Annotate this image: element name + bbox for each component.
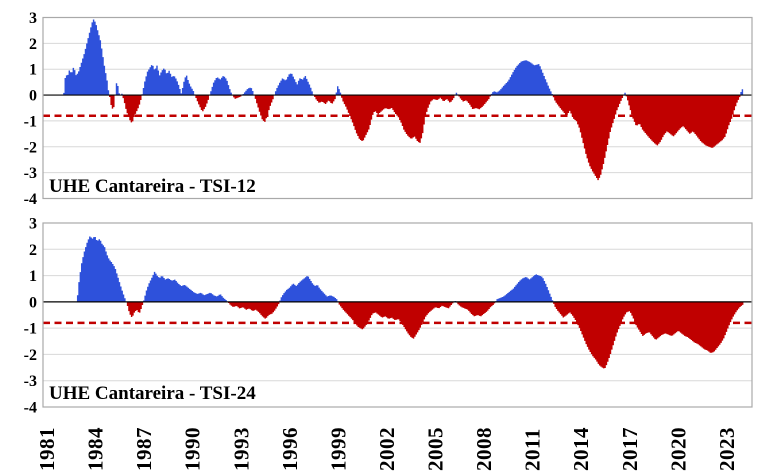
- y-axis-tick-label: -3: [24, 373, 37, 390]
- x-axis-tick-label: 2011: [521, 428, 545, 471]
- x-axis-tick-label: 1996: [278, 427, 302, 471]
- x-axis-tick-label: 2020: [666, 427, 690, 471]
- y-axis-tick-label: -4: [24, 400, 37, 417]
- y-axis-tick-label: -4: [24, 191, 37, 208]
- chart-title-tsi24: UHE Cantareira - TSI-24: [49, 383, 256, 404]
- positive-bars-tsi-12: [63, 19, 744, 96]
- y-axis-tick-label: -3: [24, 165, 37, 182]
- x-axis-tick-label: 1993: [229, 427, 253, 471]
- x-axis-tick-label: 2008: [472, 427, 496, 471]
- y-axis-tick-label: -2: [24, 139, 37, 156]
- y-axis-tick-label: 0: [29, 88, 37, 105]
- x-axis-tick-label: 1990: [181, 427, 205, 471]
- negative-bars-tsi-12: [109, 95, 741, 181]
- x-axis-tick-label: 2023: [715, 427, 739, 471]
- y-axis-tick-label: 3: [29, 10, 37, 27]
- negative-bars-tsi-24: [126, 301, 744, 369]
- y-axis-tick-label: -2: [24, 347, 37, 364]
- plot-border: [42, 16, 753, 200]
- y-axis-tick-label: 3: [29, 216, 37, 233]
- plot-border: [42, 222, 753, 408]
- y-axis-tick-label: 2: [29, 36, 37, 53]
- chart-title-tsi12: UHE Cantareira - TSI-12: [49, 176, 256, 197]
- x-axis-tick-label: 2005: [424, 427, 448, 471]
- x-axis-tick-label: 1984: [84, 427, 108, 471]
- x-axis-tick-label: 1987: [132, 427, 156, 471]
- y-axis-tick-label: 1: [29, 268, 37, 285]
- y-axis-tick-label: 2: [29, 242, 37, 259]
- x-axis-tick-label: 2014: [569, 427, 593, 471]
- x-axis-tick-label: 1999: [326, 427, 350, 471]
- x-axis-tick-label: 1981: [35, 427, 59, 471]
- y-axis-tick-label: -1: [24, 321, 37, 338]
- y-axis-tick-label: -1: [24, 113, 37, 130]
- positive-bars-tsi-24: [76, 236, 554, 302]
- y-axis-tick-label: 0: [29, 294, 37, 311]
- y-axis-tick-label: 1: [29, 62, 37, 79]
- x-axis-tick-label: 2002: [375, 427, 399, 471]
- x-axis-tick-label: 2017: [618, 427, 642, 471]
